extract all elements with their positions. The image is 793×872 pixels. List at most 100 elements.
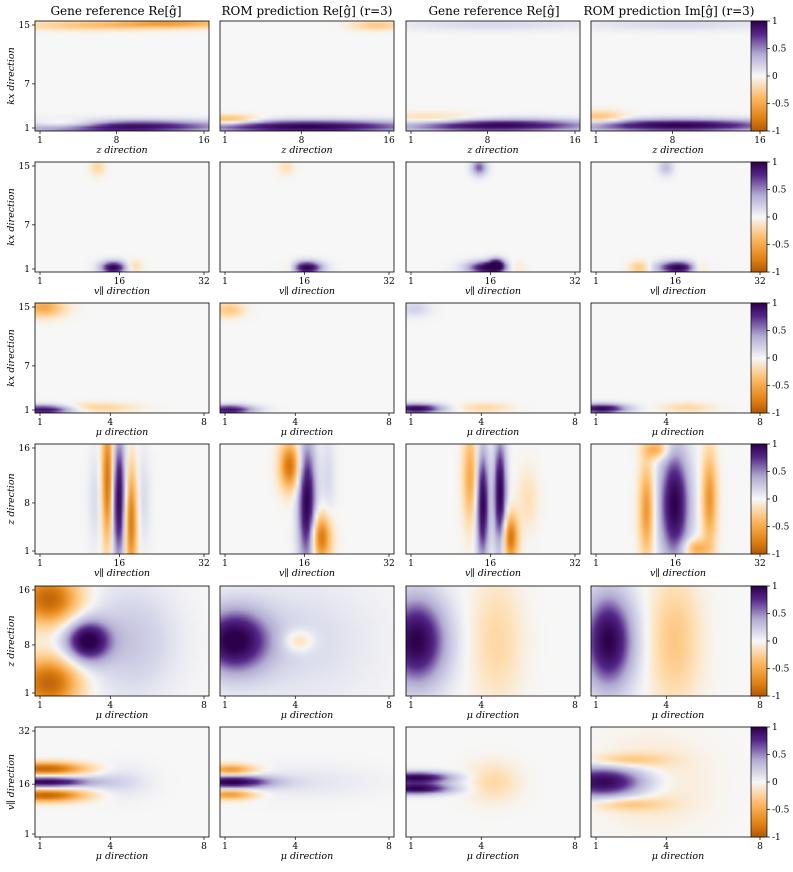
y-tick-label: 1: [24, 124, 30, 134]
x-axis-label: z direction: [280, 145, 332, 156]
x-axis-label: μ direction: [467, 710, 520, 721]
x-tick-label: 1: [593, 701, 599, 711]
x-tick-label: 4: [107, 418, 113, 428]
colorbar-gradient: [750, 302, 768, 414]
heatmap-row-3: 1 4 8 μ direction 15 7 1 kx direction 1 4 8 μ direc…: [6, 299, 790, 438]
x-tick-label: 8: [670, 136, 676, 146]
colorbar-tick-label: 0: [772, 213, 778, 223]
y-tick-label: 8: [24, 499, 30, 509]
x-tick-label: 16: [754, 136, 766, 146]
x-axis-label: μ direction: [96, 851, 149, 862]
x-tick-label: 1: [408, 701, 414, 711]
colorbar-tick-label: 0: [772, 637, 778, 647]
x-axis-label: z direction: [466, 145, 518, 156]
panel-frame: [34, 161, 210, 273]
x-axis-label: μ direction: [467, 427, 520, 438]
x-tick-label: 8: [757, 842, 763, 852]
x-tick-label: 1: [593, 418, 599, 428]
heatmap-field: [591, 586, 765, 696]
heatmap-panel-r6-c4: 1 4 8 μ direction: [590, 726, 766, 862]
x-tick-label: 16: [299, 277, 311, 287]
heatmap-field: [220, 21, 394, 131]
x-tick-label: 1: [408, 559, 414, 569]
colorbar-tick-label: -1: [772, 127, 781, 137]
heatmap-panel-r5-c2: 1 4 8 μ direction: [219, 585, 395, 721]
x-tick-label: 32: [754, 277, 765, 287]
x-tick-label: 32: [569, 559, 580, 569]
colorbar: 1 0.5 0 -0.5 -1: [750, 440, 790, 560]
colorbar-tick-label: 0.5: [772, 45, 787, 55]
heatmap-field: [220, 162, 394, 272]
y-axis-label: kx direction: [6, 47, 17, 104]
x-tick-label: 16: [485, 559, 497, 569]
x-axis-label: μ direction: [652, 427, 705, 438]
x-tick-label: 8: [572, 418, 578, 428]
x-tick-label: 32: [383, 277, 394, 287]
x-tick-label: 4: [663, 842, 669, 852]
x-axis-label: μ direction: [467, 851, 520, 862]
colorbar-gradient: [750, 443, 768, 555]
colorbar-tick-label: 0: [772, 778, 778, 788]
heatmap-panel-r6-c3: 1 4 8 μ direction: [405, 726, 581, 862]
column-title-3: Gene reference Re[ĝ]: [428, 4, 559, 18]
y-axis-label: z direction: [6, 473, 17, 525]
colorbar: 1 0.5 0 -0.5 -1: [750, 299, 790, 419]
heatmap-panel-r3-c2: 1 4 8 μ direction: [219, 302, 395, 438]
colorbar-gradient: [750, 20, 768, 132]
y-tick-label: 7: [24, 362, 30, 372]
heatmap-field: [591, 21, 765, 131]
heatmap-field: [220, 586, 394, 696]
colorbar: 1 0.5 0 -0.5 -1: [750, 582, 790, 702]
y-tick-label: 1: [24, 406, 30, 416]
x-tick-label: 1: [37, 559, 43, 569]
x-tick-label: 16: [198, 136, 210, 146]
heatmap-panel-r5-c4: 1 4 8 μ direction: [590, 585, 766, 721]
x-tick-label: 32: [198, 277, 209, 287]
panel-frame: [405, 443, 581, 555]
y-tick-label: 1: [24, 265, 30, 275]
x-axis-label: μ direction: [281, 710, 334, 721]
y-tick-label: 8: [24, 641, 30, 651]
heatmap-field: [591, 303, 765, 413]
x-tick-label: 1: [37, 418, 43, 428]
heatmap-panel-r6-c2: 1 4 8 μ direction: [219, 726, 395, 862]
x-tick-label: 4: [292, 418, 298, 428]
heatmap-panel-r5-c1: 1 4 8 μ direction 16 8 1 z direction: [6, 585, 210, 721]
x-axis-label: μ direction: [96, 427, 149, 438]
x-axis-label: μ direction: [652, 851, 705, 862]
colorbar-tick-label: -1: [772, 550, 781, 560]
colorbar-tick-label: 0.5: [772, 327, 787, 337]
x-tick-label: 8: [386, 418, 392, 428]
colorbar: 1 0.5 0 -0.5 -1: [750, 158, 790, 278]
x-tick-label: 8: [757, 418, 763, 428]
colorbar-tick-label: 1: [772, 582, 778, 592]
x-tick-label: 4: [107, 701, 113, 711]
colorbar-tick-label: -1: [772, 833, 781, 843]
heatmap-field: [591, 162, 765, 272]
colorbar-tick-label: 0: [772, 354, 778, 364]
y-tick-label: 15: [19, 21, 31, 31]
x-axis-label: v∥ direction: [94, 286, 150, 297]
heatmap-row-1: 1 8 16 z direction 15 7 1 kx direction 1 8 16 z dir…: [6, 17, 790, 156]
colorbar-tick-label: 0.5: [772, 468, 787, 478]
panel-frame: [405, 585, 581, 697]
colorbar: 1 0.5 0 -0.5 -1: [750, 723, 790, 843]
heatmap-field: [406, 21, 580, 131]
x-tick-label: 1: [408, 842, 414, 852]
x-tick-label: 32: [383, 559, 394, 569]
panel-frame: [405, 20, 581, 132]
x-tick-label: 16: [485, 277, 497, 287]
heatmap-panel-r4-c4: 1 16 32 v∥ direction: [590, 443, 766, 579]
x-axis-label: z direction: [651, 145, 703, 156]
x-tick-label: 16: [114, 277, 126, 287]
x-tick-label: 32: [569, 277, 580, 287]
x-axis-label: μ direction: [281, 427, 334, 438]
x-tick-label: 8: [386, 701, 392, 711]
x-tick-label: 1: [222, 701, 228, 711]
panel-frame: [219, 161, 395, 273]
x-axis-label: v∥ direction: [650, 286, 706, 297]
x-tick-label: 8: [386, 842, 392, 852]
x-tick-label: 1: [593, 559, 599, 569]
x-axis-label: μ direction: [281, 851, 334, 862]
x-axis-label: μ direction: [96, 710, 149, 721]
